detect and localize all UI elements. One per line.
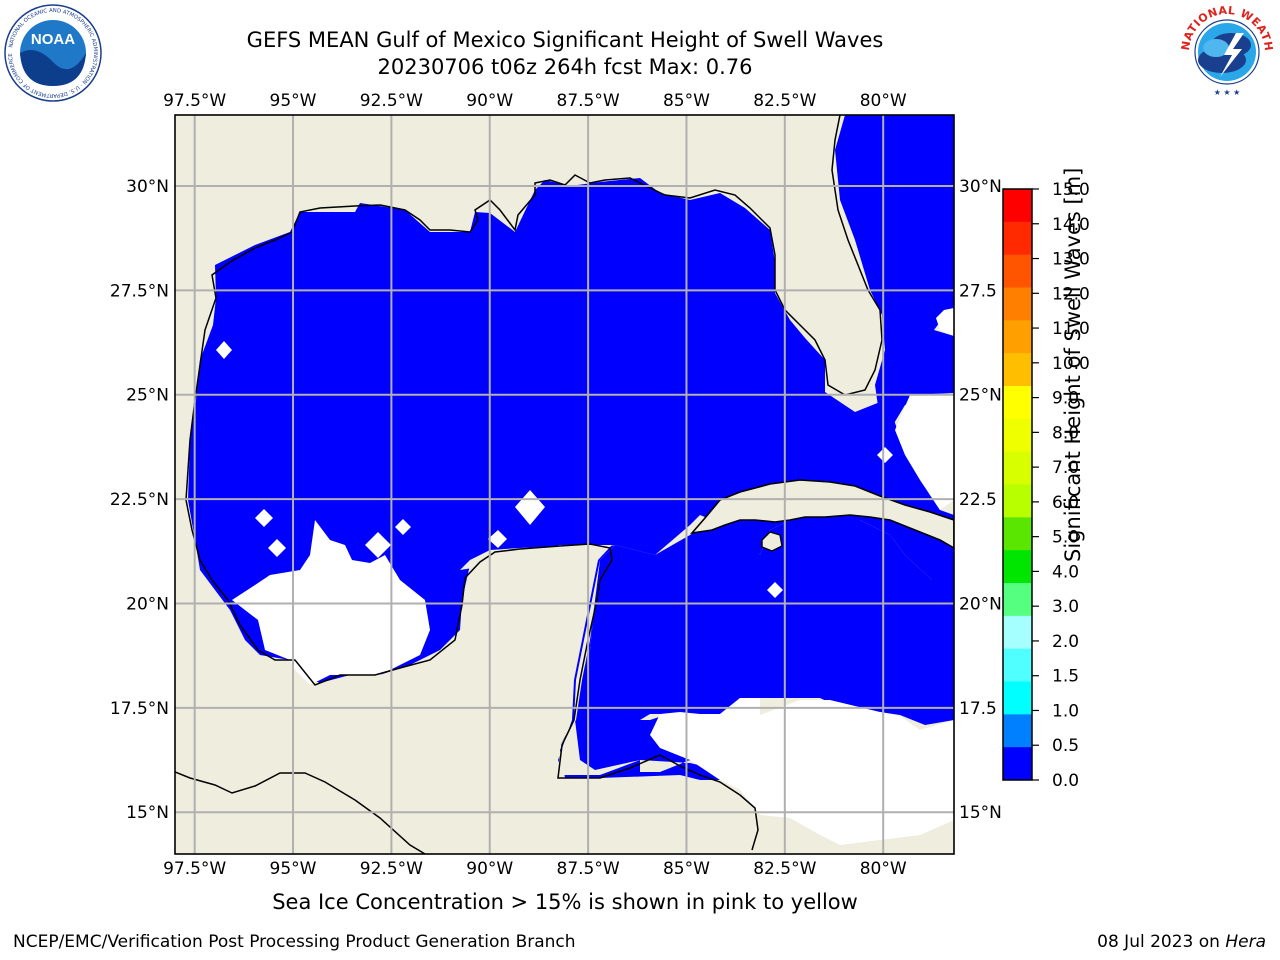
colorbar-tick-label: 12.0 (1052, 284, 1090, 304)
lon-tick-label-bottom: 90°W (466, 859, 513, 879)
colorbar (1002, 188, 1033, 781)
lat-tick-label-right: 25°N (959, 386, 1002, 406)
colorbar-segment (1003, 583, 1032, 617)
colorbar-tick-label: 4.0 (1052, 562, 1079, 582)
colorbar-segment (1003, 714, 1032, 748)
lat-tick-label-left: 22.5°N (110, 490, 169, 510)
lat-tick-label-right: 30°N (959, 177, 1002, 197)
nws-logo-icon: NATIONAL WEATHER SERVICE ★ ★ ★ (1176, 3, 1275, 98)
colorbar-segment (1003, 287, 1032, 321)
colorbar-segment (1003, 517, 1032, 551)
footer-credit: NCEP/EMC/Verification Post Processing Pr… (13, 932, 576, 952)
colorbar-frame (1002, 188, 1033, 781)
lon-tick-label-bottom: 85°W (663, 859, 710, 879)
lon-tick-label-top: 90°W (466, 91, 513, 111)
colorbar-segment (1003, 484, 1032, 518)
lat-tick-label-right: 20°N (959, 594, 1002, 614)
lat-labels-right: 30°N 27.5 25°N 22.5 20°N 17.5 15°N (959, 177, 1002, 823)
lon-tick-label-bottom: 95°W (270, 859, 317, 879)
lon-tick-label-bottom: 97.5°W (163, 859, 226, 879)
colorbar-segment (1003, 320, 1032, 354)
colorbar-tick-label: 10.0 (1052, 354, 1090, 374)
svg-text:★ ★ ★: ★ ★ ★ (1214, 88, 1241, 97)
lat-tick-label-right: 22.5 (959, 490, 997, 510)
chart-subtitle: 20230706 t06z 264h fcst Max: 0.76 (377, 55, 753, 79)
colorbar-segment (1003, 221, 1032, 256)
colorbar-segment (1003, 747, 1032, 781)
lat-tick-label-right: 15°N (959, 803, 1002, 823)
map-area (175, 115, 954, 854)
noaa-logo-text: NOAA (31, 31, 75, 48)
lon-tick-label-top: 95°W (270, 91, 317, 111)
colorbar-segment (1003, 615, 1032, 650)
colorbar-segment (1003, 550, 1032, 584)
colorbar-segment (1003, 189, 1032, 223)
lat-tick-label-left: 30°N (126, 177, 169, 197)
lon-tick-label-top: 80°W (860, 91, 907, 111)
colorbar-tick-label: 8.0 (1052, 423, 1079, 443)
colorbar-segment (1003, 353, 1032, 387)
lat-tick-label-left: 17.5°N (110, 699, 169, 719)
colorbar-tick-label: 1.5 (1052, 667, 1079, 687)
colorbar-tick-label: 2.0 (1052, 632, 1079, 652)
colorbar-segment (1003, 418, 1032, 453)
colorbar-tick-label: 5.0 (1052, 528, 1079, 548)
lat-tick-label-left: 20°N (126, 594, 169, 614)
lon-tick-label-bottom: 82.5°W (753, 859, 816, 879)
grid-lines (175, 115, 954, 854)
colorbar-tick-label: 15.0 (1052, 180, 1090, 200)
colorbar-tick-label: 1.0 (1052, 701, 1079, 721)
lon-tick-label-top: 87.5°W (557, 91, 620, 111)
colorbar-segment (1003, 254, 1032, 288)
lon-tick-label-bottom: 92.5°W (360, 859, 423, 879)
lat-tick-label-right: 17.5 (959, 699, 997, 719)
colorbar-tick-label: 13.0 (1052, 250, 1090, 270)
lon-labels-top: 97.5°W 95°W 92.5°W 90°W 87.5°W 85°W 82.5°W 80°W (163, 91, 907, 111)
colorbar-tick-label: 11.0 (1052, 319, 1090, 339)
colorbar-segment (1003, 681, 1032, 715)
lon-tick-label-top: 82.5°W (753, 91, 816, 111)
footer-machine: Hera (1225, 932, 1266, 952)
footer-date: 08 Jul 2023 on Hera (1097, 932, 1266, 952)
lat-labels-left: 30°N 27.5°N 25°N 22.5°N 20°N 17.5°N 15°N (110, 177, 169, 823)
lon-tick-label-bottom: 80°W (860, 859, 907, 879)
lat-tick-label-left: 15°N (126, 803, 169, 823)
lon-tick-label-bottom: 87.5°W (557, 859, 620, 879)
colorbar-tick-label: 9.0 (1052, 389, 1079, 409)
noaa-logo-icon: NOAA NATIONAL OCEANIC AND ATMOSPHERIC AD… (4, 4, 102, 102)
colorbar-ticks: 15.0 14.0 13.0 12.0 11.0 10.0 9.0 8.0 7.0 6.0 5.0 4… (1032, 180, 1090, 791)
map-frame (174, 114, 955, 855)
isle-of-youth (761, 531, 783, 552)
atlantic-water-region (835, 115, 954, 430)
colorbar-tick-label: 0.0 (1052, 771, 1079, 791)
cuba-land (689, 479, 954, 549)
lon-tick-label-top: 97.5°W (163, 91, 226, 111)
colorbar-tick-label: 3.0 (1052, 597, 1079, 617)
colorbar-tick-label: 0.5 (1052, 736, 1079, 756)
colorbar-segment (1003, 386, 1032, 420)
lat-tick-label-left: 25°N (126, 386, 169, 406)
colorbar-tick-label: 6.0 (1052, 493, 1079, 513)
colorbar-tick-label: 14.0 (1052, 215, 1090, 235)
chart-title: GEFS MEAN Gulf of Mexico Significant Hei… (246, 28, 884, 52)
lon-tick-label-top: 92.5°W (360, 91, 423, 111)
colorbar-tick-label: 7.0 (1052, 458, 1079, 478)
footer-date-text: 08 Jul 2023 on (1097, 932, 1226, 952)
sea-ice-note: Sea Ice Concentration > 15% is shown in … (272, 890, 858, 914)
lat-tick-label-left: 27.5°N (110, 281, 169, 301)
colorbar-segment (1003, 451, 1032, 485)
lat-tick-label-right: 27.5 (959, 281, 997, 301)
colorbar-segment (1003, 648, 1032, 682)
yucatan-land (175, 545, 954, 854)
lon-labels-bottom: 97.5°W 95°W 92.5°W 90°W 87.5°W 85°W 82.5°W 80°W (163, 859, 907, 879)
colorbar-label: Significant Height of Swell Waves [m] (1061, 167, 1085, 562)
lon-tick-label-top: 85°W (663, 91, 710, 111)
